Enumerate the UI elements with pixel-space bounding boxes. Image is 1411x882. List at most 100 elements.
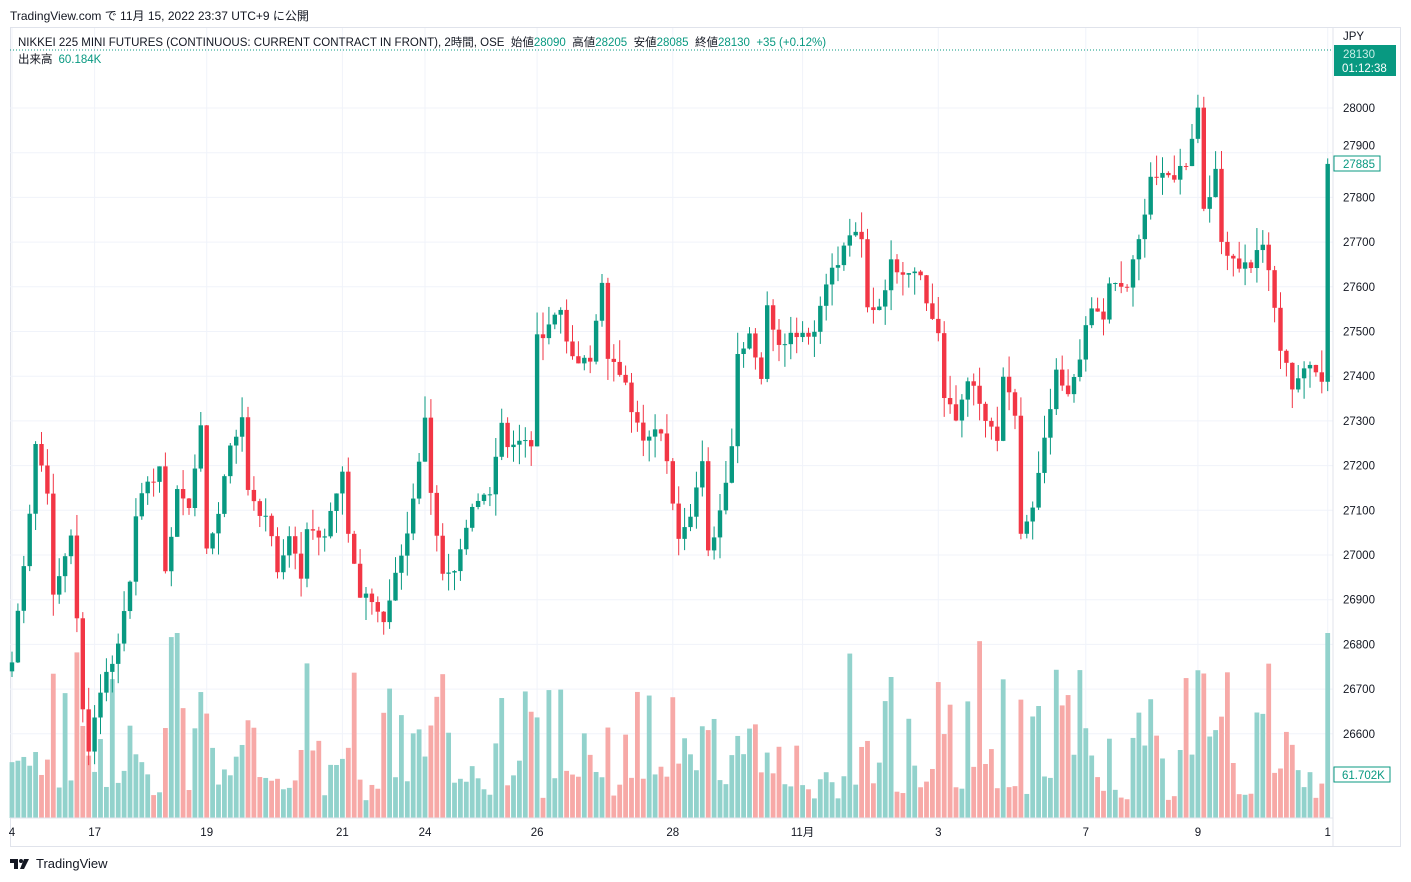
candle-body <box>529 440 534 447</box>
volume-bar <box>941 734 947 818</box>
candle-body <box>747 333 752 349</box>
candle-body <box>1012 392 1018 416</box>
candle-body <box>293 536 298 554</box>
time-tick: 17 <box>88 827 101 839</box>
volume-bar <box>310 750 316 818</box>
chart-frame[interactable] <box>10 27 1401 847</box>
volume-bar <box>717 780 723 818</box>
candle-body <box>788 332 793 345</box>
candle-body <box>936 318 941 334</box>
volume-bar <box>1154 735 1159 818</box>
candle-body <box>894 259 900 273</box>
volume-bar <box>1313 797 1319 818</box>
candle-body <box>1018 415 1024 534</box>
candle-body <box>841 245 847 266</box>
volume-bar <box>593 771 599 818</box>
countdown-badge <box>1334 45 1396 76</box>
candle-body <box>381 611 386 623</box>
volume-bar <box>68 780 74 818</box>
candle-body <box>517 440 522 445</box>
candle-body <box>1266 244 1271 271</box>
volume-bar <box>959 788 965 818</box>
volume-bar <box>180 708 186 818</box>
volume-bar <box>39 774 44 818</box>
volume-bar <box>1295 770 1301 818</box>
candle-body <box>918 271 923 276</box>
volume-bar <box>1000 679 1006 818</box>
candle-body <box>853 231 858 236</box>
volume-bar <box>322 795 328 818</box>
volume-bar <box>688 754 693 818</box>
volume-bar <box>947 704 953 818</box>
candle-body <box>1183 165 1189 167</box>
candle-body <box>906 273 911 275</box>
tradingview-logo[interactable]: TradingView <box>10 856 108 871</box>
candle-body <box>1148 176 1153 215</box>
candle-body <box>340 471 345 494</box>
candle-body <box>1065 385 1071 395</box>
candle-body <box>281 555 286 573</box>
time-tick: 26 <box>531 827 544 839</box>
candle-body <box>210 533 215 549</box>
volume-bar <box>829 782 835 818</box>
volume-bar <box>1242 794 1248 818</box>
volume-bar <box>558 689 564 818</box>
volume-bar <box>906 718 912 818</box>
candle-body <box>1154 176 1159 178</box>
volume-bar <box>104 786 109 818</box>
close-value: 28130 <box>717 37 750 49</box>
candle-body <box>186 498 192 508</box>
volume-bar <box>894 791 900 818</box>
volume-bar <box>511 775 516 818</box>
volume-bar <box>1177 750 1183 818</box>
volume-bar <box>635 691 640 818</box>
candle-body <box>251 489 257 502</box>
candle-body <box>1166 172 1171 176</box>
candle-body <box>458 549 463 572</box>
candle-body <box>888 259 894 291</box>
volume-bar <box>428 725 434 818</box>
volume-bar <box>1254 712 1260 818</box>
candle-body <box>694 487 699 517</box>
volume-bar <box>640 778 646 818</box>
candle-body <box>1213 168 1218 198</box>
price-tick: 27700 <box>1343 237 1375 249</box>
volume-bar <box>747 728 752 818</box>
volume-bar <box>351 672 357 818</box>
volume-bar <box>245 720 251 818</box>
candle-body <box>446 572 451 574</box>
volume-bar <box>475 778 481 818</box>
candle-body <box>86 709 91 752</box>
candle-body <box>611 358 616 362</box>
candle-body <box>163 466 168 572</box>
candle-body <box>505 422 510 448</box>
candle-body <box>641 422 646 441</box>
candle-body <box>1071 377 1077 395</box>
price-axis: 28000 27900 27800 27700 27600 27500 27400 27300… <box>1343 103 1375 741</box>
candle-body <box>1083 325 1088 360</box>
time-tick: 28 <box>666 827 679 839</box>
price-tick: 27500 <box>1343 327 1375 339</box>
candle-body <box>322 536 327 538</box>
candle-body <box>782 344 788 346</box>
volume-bar <box>216 784 221 818</box>
volume-bar <box>924 781 929 818</box>
volume-bar <box>1219 716 1224 818</box>
time-tick: 11月 <box>791 827 814 839</box>
volume-bar <box>275 778 280 818</box>
candle-body <box>80 618 85 710</box>
volume-bar <box>493 743 499 818</box>
volume-bar <box>163 728 168 818</box>
volume-bar <box>847 653 853 818</box>
candle-body <box>1231 255 1236 259</box>
candle-body <box>1307 364 1313 369</box>
candle-body <box>977 385 982 404</box>
candle-body <box>1325 163 1330 382</box>
candle-body <box>1095 308 1100 312</box>
candle-body <box>198 425 203 469</box>
volume-bar <box>210 747 215 818</box>
candle-body <box>652 429 658 437</box>
volume-bar <box>186 790 192 818</box>
volume-bar <box>564 770 569 818</box>
